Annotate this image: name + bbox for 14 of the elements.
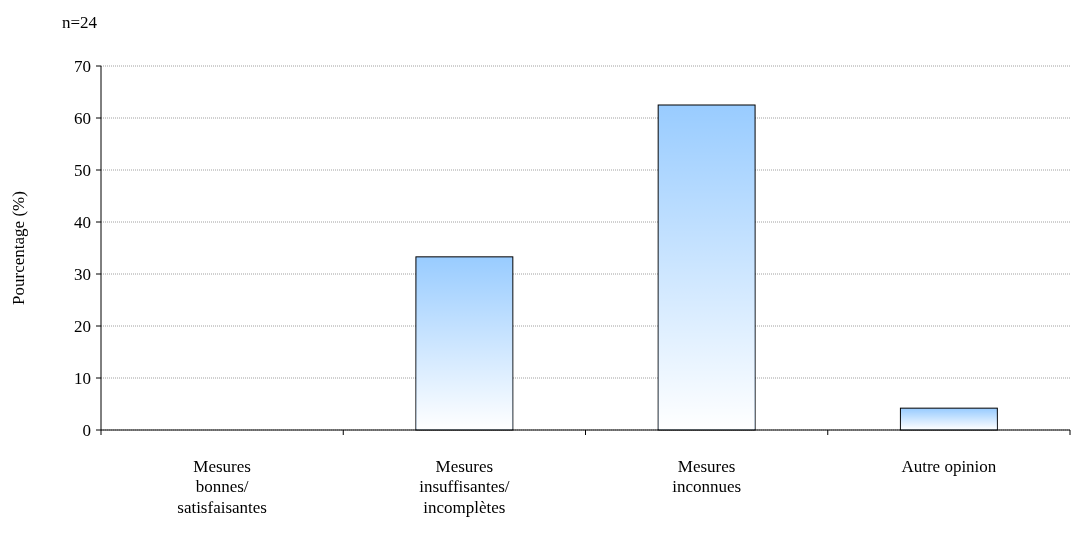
y-tick-label: 60 — [74, 108, 91, 128]
y-tick-label: 0 — [82, 420, 91, 440]
x-tick-label: Mesures inconnues — [672, 457, 742, 497]
chart-title: n=24 — [62, 13, 98, 32]
y-tick-label: 50 — [74, 160, 91, 180]
y-tick-label: 10 — [74, 368, 91, 388]
y-tick-label: 20 — [74, 316, 91, 336]
x-tick-label: Mesures insuffisantes/ incomplètes — [419, 457, 510, 517]
y-tick-label: 30 — [74, 264, 91, 284]
x-tick-label: Autre opinion — [901, 457, 997, 476]
y-tick-label: 40 — [74, 212, 91, 232]
x-tick-label: Mesures bonnes/ satisfaisantes — [177, 457, 267, 517]
y-axis-title: Pourcentage (%) — [9, 191, 28, 305]
y-tick-label: 70 — [74, 56, 91, 76]
